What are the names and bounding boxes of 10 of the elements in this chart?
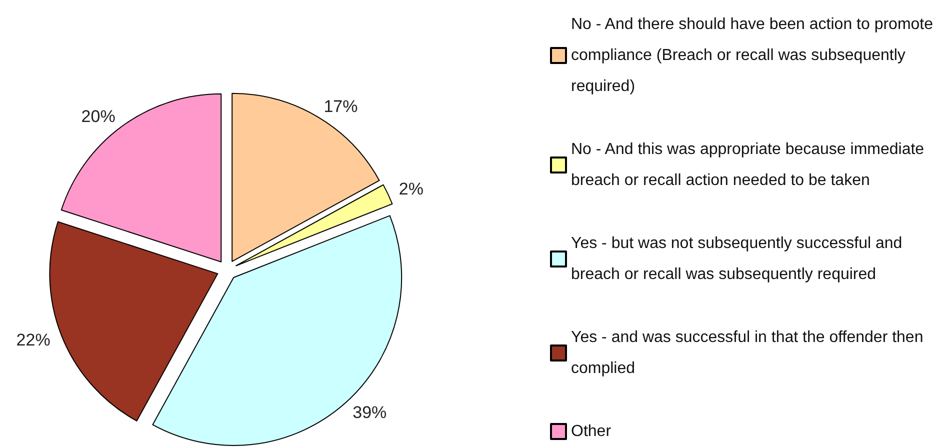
legend-label: Yes - and was successful in that the offender then complied [571, 329, 928, 377]
data-label: 39% [352, 403, 387, 422]
data-label: 17% [324, 96, 358, 116]
legend-label: Yes - but was not subsequently successful and breach or recall was subsequently required [571, 235, 907, 283]
legend-label: No - And this was appropriate because immediate breach or recall action needed to be taken [571, 141, 929, 189]
data-label: 22% [16, 330, 50, 350]
data-label: 20% [81, 106, 116, 126]
legend-label: Other [571, 423, 612, 440]
data-label: 2% [398, 180, 424, 199]
legend-label: No - And there should have been action to promote compliance (Breach or recall was subsequently required) [571, 16, 938, 95]
